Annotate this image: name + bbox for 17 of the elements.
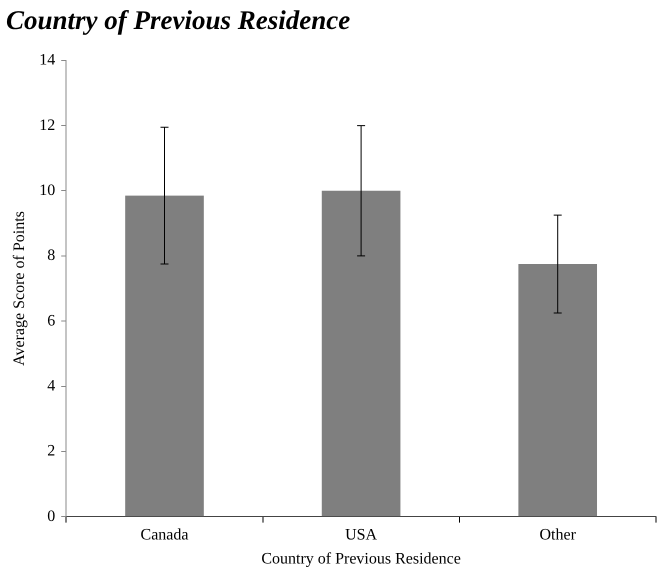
- y-tick-label: 6: [47, 312, 56, 330]
- bar: [518, 264, 598, 516]
- y-tick-label: 0: [47, 508, 56, 525]
- y-tick-label: 12: [39, 116, 56, 134]
- bar: [322, 190, 400, 516]
- bar: [125, 196, 204, 516]
- y-tick-label: 4: [47, 377, 56, 394]
- y-axis-title: Average Score of Points: [10, 211, 28, 366]
- y-tick-label: 10: [39, 182, 56, 199]
- x-axis-title: Country of Previous Residence: [261, 550, 461, 568]
- y-tick-label: 14: [39, 52, 56, 69]
- x-tick-label: Other: [539, 526, 577, 544]
- chart-title: Country of Previous Residence: [6, 5, 350, 36]
- x-tick-label: Canada: [140, 526, 188, 544]
- y-tick-label: 8: [47, 247, 56, 264]
- y-tick-label: 2: [47, 442, 56, 460]
- x-tick-label: USA: [345, 526, 378, 544]
